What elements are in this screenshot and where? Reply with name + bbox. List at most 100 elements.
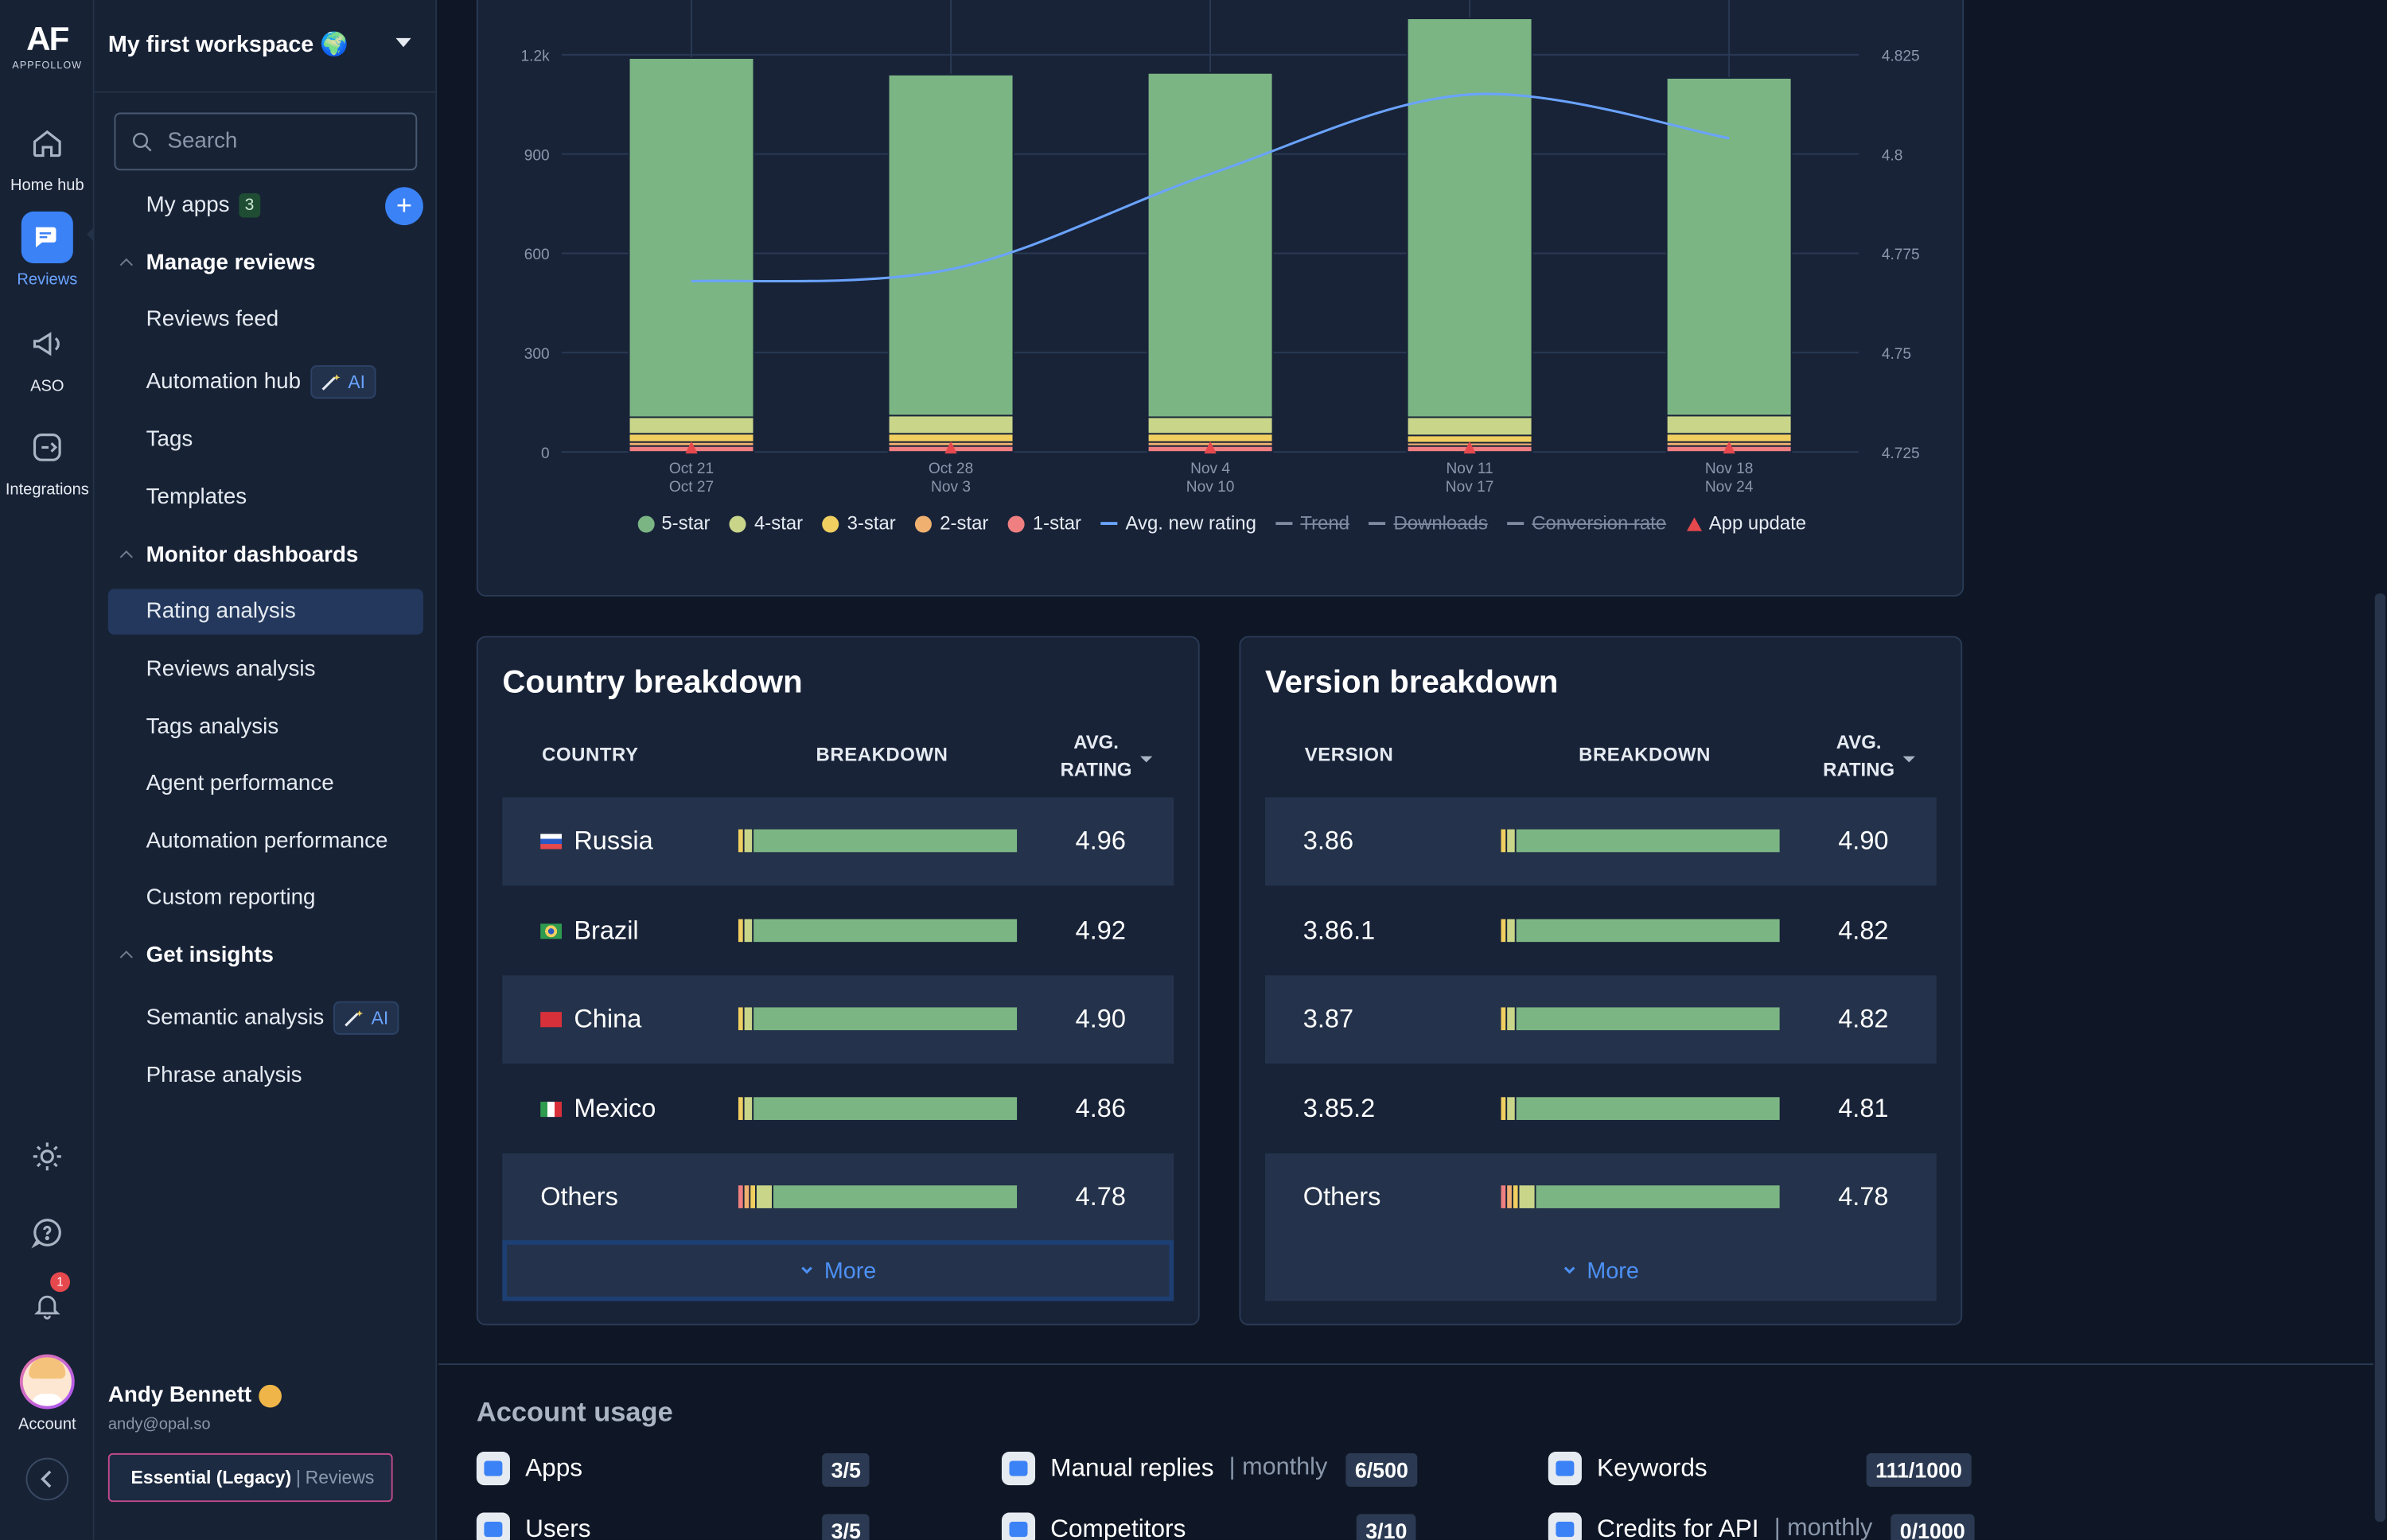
column-header-avg-rating[interactable]: AVG. RATING: [1050, 729, 1142, 784]
version-more-button[interactable]: More: [1264, 1240, 1937, 1301]
table-row[interactable]: China 4.90: [502, 975, 1174, 1064]
legend-item-avg-new-rating[interactable]: Avg. new rating: [1100, 513, 1256, 534]
app-update-marker[interactable]: [1463, 441, 1476, 454]
bar-segment-3-star[interactable]: [628, 433, 755, 443]
legend-item-2-star[interactable]: 2-star: [915, 512, 989, 535]
row-name-text: Others: [1303, 1182, 1381, 1211]
column-header-version[interactable]: VERSION: [1304, 744, 1394, 766]
bar-segment-4-star[interactable]: [628, 416, 755, 435]
bar-segment-3-star[interactable]: [1147, 433, 1274, 443]
breakdown-bar[interactable]: [1501, 829, 1780, 853]
legend-item-3-star[interactable]: 3-star: [822, 513, 896, 534]
sidebar-item-reviews-analysis[interactable]: Reviews analysis: [108, 647, 423, 692]
legend-item-downloads[interactable]: Downloads: [1369, 513, 1488, 534]
rail-item-integrations[interactable]: Integrations: [0, 420, 95, 499]
country-more-button[interactable]: More: [502, 1240, 1174, 1301]
workspace-dropdown-icon[interactable]: [395, 37, 411, 48]
breakdown-bar[interactable]: [1501, 1096, 1780, 1120]
bar-segment-4-star[interactable]: [1406, 416, 1533, 437]
breakdown-bar[interactable]: [738, 918, 1018, 942]
sort-desc-icon[interactable]: [1140, 756, 1153, 763]
bar-segment-5-star[interactable]: [1665, 77, 1793, 417]
row-name: 3.86.1: [1303, 916, 1375, 946]
legend-item-5-star[interactable]: 5-star: [637, 513, 710, 534]
bar-segment-5-star[interactable]: [1147, 72, 1274, 418]
table-row[interactable]: Russia 4.96: [502, 797, 1174, 886]
bar-segment-4-star[interactable]: [887, 414, 1014, 435]
app-update-marker[interactable]: [944, 441, 957, 454]
sidebar-item-phrase-analysis[interactable]: Phrase analysis: [108, 1053, 423, 1099]
table-row[interactable]: 3.85.2 4.81: [1265, 1064, 1937, 1153]
table-row[interactable]: Others 4.78: [502, 1153, 1174, 1242]
legend-item-trend[interactable]: Trend: [1275, 513, 1349, 534]
sort-desc-icon[interactable]: [1902, 756, 1915, 763]
table-row[interactable]: 3.87 4.82: [1264, 975, 1937, 1064]
column-header-avg-rating[interactable]: AVG. RATING: [1813, 729, 1905, 784]
bar-segment-5-star[interactable]: [887, 73, 1014, 417]
sidebar-item-rating-analysis[interactable]: Rating analysis: [107, 589, 423, 635]
sidebar-item-agent-performance[interactable]: Agent performance: [108, 761, 423, 807]
table-row[interactable]: Mexico 4.86: [502, 1064, 1174, 1153]
bar-segment-4-star[interactable]: [1665, 414, 1793, 435]
add-app-button[interactable]: +: [385, 187, 423, 226]
app-update-marker[interactable]: [1204, 441, 1217, 454]
legend-label: 2-star: [940, 512, 989, 535]
breakdown-bar[interactable]: [738, 1185, 1018, 1208]
avg-rating-value: 4.81: [1838, 1093, 1889, 1122]
appfollow-logo[interactable]: AF APPFOLLOW: [0, 21, 95, 72]
account-button[interactable]: Account: [0, 1354, 95, 1433]
x-tick-label: Nov 18: [1705, 461, 1754, 477]
sidebar-item-semantic-analysis[interactable]: Semantic analysis AI: [108, 995, 423, 1040]
usage-manual-replies-value: 6/500: [1345, 1452, 1418, 1488]
workspace-name[interactable]: My first workspace 🌍: [107, 32, 349, 58]
sidebar-item-tags[interactable]: Tags: [108, 417, 423, 462]
breakdown-bar[interactable]: [738, 1007, 1018, 1031]
bar-segment-3-star[interactable]: [887, 433, 1014, 443]
sidebar-item-templates[interactable]: Templates: [108, 475, 423, 520]
rail-item-reviews[interactable]: Reviews: [0, 210, 96, 289]
breakdown-bar[interactable]: [1501, 1185, 1780, 1208]
table-row[interactable]: Brazil 4.92: [502, 886, 1174, 974]
section-monitor-dashboards[interactable]: Monitor dashboards: [108, 533, 423, 578]
notifications-button[interactable]: 1: [0, 1272, 95, 1340]
table-row[interactable]: 3.86.1 4.82: [1265, 886, 1937, 974]
theme-toggle[interactable]: [0, 1129, 95, 1190]
column-header-country[interactable]: COUNTRY: [542, 744, 639, 766]
legend-item-app-update[interactable]: App update: [1686, 513, 1806, 534]
section-manage-reviews[interactable]: Manage reviews: [108, 240, 423, 286]
user-name-text: Andy Bennett: [107, 1382, 252, 1408]
bar-segment-3-star[interactable]: [1665, 433, 1793, 443]
collapse-sidebar-button[interactable]: [25, 1457, 69, 1501]
legend-item-1-star[interactable]: 1-star: [1008, 513, 1081, 534]
search-input[interactable]: Search: [114, 112, 418, 171]
bar-segment-5-star[interactable]: [1406, 18, 1533, 418]
app-update-marker[interactable]: [685, 441, 698, 454]
breakdown-bar[interactable]: [1501, 1007, 1780, 1031]
plan-button[interactable]: Essential (Legacy) | Reviews: [107, 1452, 393, 1503]
page-scrollbar[interactable]: [2373, 0, 2387, 1540]
legend-item-conversion-rate[interactable]: Conversion rate: [1507, 513, 1666, 534]
table-row[interactable]: 3.86 4.90: [1264, 797, 1937, 886]
sidebar-item-custom-reporting[interactable]: Custom reporting: [108, 875, 423, 920]
sidebar-item-automation-performance[interactable]: Automation performance: [108, 819, 423, 864]
breakdown-bar[interactable]: [738, 829, 1018, 853]
avg-new-rating-line[interactable]: [691, 92, 1730, 283]
rail-item-aso[interactable]: ASO: [0, 317, 95, 395]
usage-competitors: Competitors: [1001, 1512, 1186, 1540]
bar-segment-5-star[interactable]: [628, 57, 755, 418]
sidebar-item-reviews-feed[interactable]: Reviews feed: [108, 297, 423, 342]
sidebar-item-my-apps[interactable]: My apps 3: [108, 183, 423, 228]
scrollbar-thumb[interactable]: [2374, 593, 2386, 1522]
usage-credits-value: 0/1000: [1891, 1514, 1975, 1540]
help-button[interactable]: [0, 1205, 95, 1266]
table-row[interactable]: Others 4.78: [1264, 1153, 1937, 1242]
legend-item-4-star[interactable]: 4-star: [730, 513, 803, 534]
sidebar-item-automation-hub[interactable]: Automation hub AI: [108, 359, 423, 404]
breakdown-bar[interactable]: [738, 1096, 1018, 1120]
app-update-marker[interactable]: [1723, 441, 1735, 454]
section-get-insights[interactable]: Get insights: [108, 933, 423, 978]
bar-segment-4-star[interactable]: [1147, 416, 1274, 435]
breakdown-bar[interactable]: [1501, 918, 1780, 942]
sidebar-item-tags-analysis[interactable]: Tags analysis: [108, 705, 423, 750]
rail-item-home-hub[interactable]: Home hub: [0, 115, 95, 195]
